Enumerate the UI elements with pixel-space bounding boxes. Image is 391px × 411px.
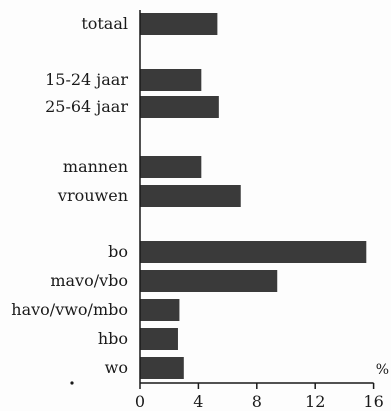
bar-havo-vwo-mbo: [140, 299, 180, 321]
x-ticks-group: 0 4 8 12 16: [135, 383, 384, 411]
bar-mavo-vbo: [140, 270, 278, 292]
bar-vrouwen: [140, 185, 241, 207]
category-label-25-64-jaar: 25-64 jaar: [45, 97, 128, 116]
x-tick-label-0: 0: [135, 392, 145, 411]
category-label-hbo: hbo: [98, 329, 128, 348]
x-tick-label-4: 4: [193, 392, 203, 411]
x-tick-label-8: 8: [252, 392, 262, 411]
category-label-vrouwen: vrouwen: [57, 186, 128, 205]
stray-mark: [70, 381, 74, 385]
category-label-bo: bo: [108, 242, 128, 261]
category-label-mavo-vbo: mavo/vbo: [50, 271, 128, 290]
bar-hbo: [140, 328, 178, 350]
x-tick-label-16: 16: [363, 392, 383, 411]
category-label-mannen: mannen: [63, 157, 128, 176]
category-labels-group: totaal 15-24 jaar 25-64 jaar mannen vrouwen b…: [11, 14, 128, 377]
category-label-15-24-jaar: 15-24 jaar: [45, 70, 128, 89]
unit-label: %: [376, 362, 389, 378]
bar-bo: [140, 241, 367, 263]
category-label-wo: wo: [105, 358, 128, 377]
category-label-havo-vwo-mbo: havo/vwo/mbo: [11, 300, 128, 319]
bar-mannen: [140, 156, 202, 178]
bar-wo: [140, 357, 184, 379]
category-label-totaal: totaal: [81, 14, 128, 33]
bar-15-24-jaar: [140, 69, 202, 91]
bar-totaal: [140, 13, 218, 35]
bars-group: [140, 13, 367, 379]
x-tick-label-12: 12: [305, 392, 325, 411]
bar-25-64-jaar: [140, 96, 219, 118]
